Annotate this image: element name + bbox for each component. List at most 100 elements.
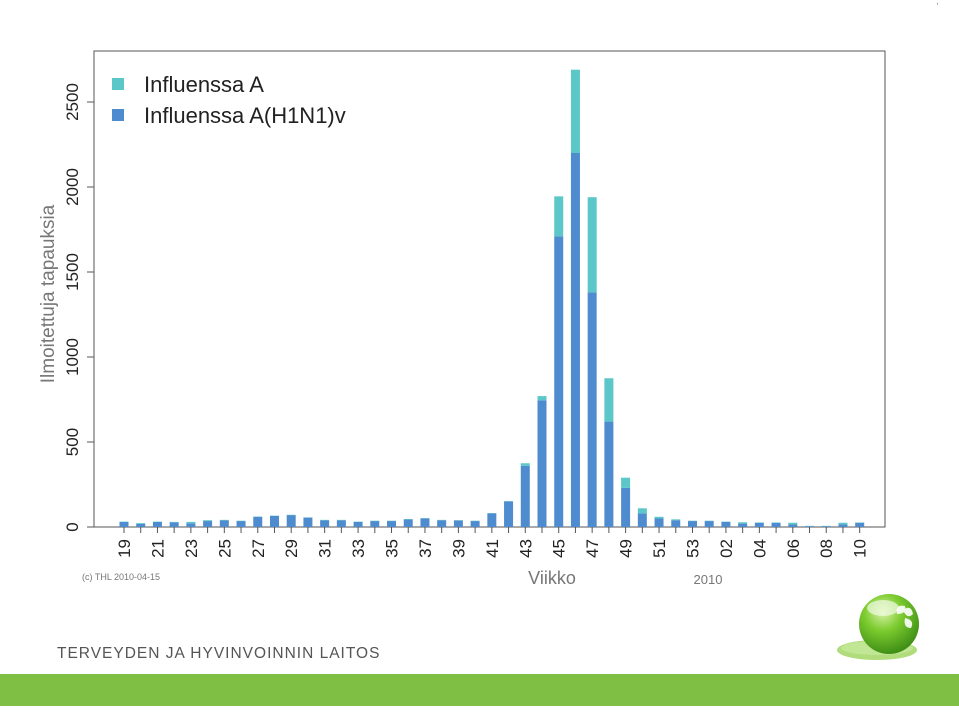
bar-week-41-h1n1 [487, 513, 497, 527]
x-tick-label-25: 25 [215, 539, 234, 558]
bar-week-19-h1n1 [119, 521, 129, 527]
bar-week-04-h1n1 [754, 522, 764, 527]
bar-week-50-influenza-a [637, 508, 647, 514]
x-axis-label: Viikko [528, 568, 576, 588]
x-axis: 19 21 23 25 27 29 31 33 35 37 39 41 43 45 47 49 51 53 02 04… [115, 527, 870, 558]
bar-week-03-h1n1 [738, 523, 748, 527]
copyright-note: (c) THL 2010-04-15 [82, 572, 160, 582]
bar-week-48-influenza-a [604, 378, 614, 422]
bar-week-21-h1n1 [152, 521, 162, 527]
bar-week-36-h1n1 [403, 519, 413, 527]
bar-week-37-h1n1 [420, 518, 430, 527]
bar-week-24-influenza-a [203, 520, 213, 522]
bar-week-40-h1n1 [470, 521, 480, 527]
bar-week-02-h1n1 [721, 521, 731, 527]
x-tick-label-33: 33 [349, 539, 368, 558]
bar-week-20-influenza-a [136, 523, 146, 524]
bar-week-46-influenza-a [570, 69, 580, 153]
bar-week-09-influenza-a [838, 522, 848, 525]
y-tick-label-1000: 1000 [63, 338, 82, 376]
bar-week-44-h1n1 [537, 400, 547, 527]
x-tick-label-08: 08 [817, 539, 836, 558]
bar-week-23-h1n1 [186, 523, 196, 527]
x-tick-label-49: 49 [617, 539, 636, 558]
x-tick-label-39: 39 [449, 539, 468, 558]
legend: Influenssa A Influenssa A(H1N1)v [112, 72, 346, 128]
x-tick-label-53: 53 [683, 539, 702, 558]
bar-week-47-influenza-a [587, 197, 597, 293]
bar-week-35-h1n1 [387, 521, 397, 527]
thl-logo-icon [837, 594, 919, 660]
x-tick-label-31: 31 [316, 539, 335, 558]
y-tick-label-500: 500 [63, 428, 82, 456]
bar-week-08-h1n1 [821, 526, 831, 527]
organization-name: TERVEYDEN JA HYVINVOINNIN LAITOS [57, 645, 381, 662]
legend-label-h1n1: Influenssa A(H1N1)v [144, 103, 346, 128]
y-tick-label-1500: 1500 [63, 253, 82, 291]
footer-band [0, 674, 959, 706]
y-axis: 0 500 1000 1500 2000 2500 [63, 83, 95, 532]
x-tick-label-51: 51 [650, 539, 669, 558]
bar-week-20-h1n1 [136, 523, 146, 527]
bar-week-52-h1n1 [671, 520, 681, 527]
bar-week-34-h1n1 [370, 521, 380, 527]
x-tick-label-29: 29 [282, 539, 301, 558]
bar-week-47-h1n1 [587, 292, 597, 527]
x-tick-label-06: 06 [784, 539, 803, 558]
bar-week-25-h1n1 [219, 520, 229, 527]
bar-week-01-h1n1 [704, 521, 714, 527]
bar-week-49-h1n1 [621, 487, 631, 527]
bar-week-32-h1n1 [336, 520, 346, 527]
y-tick-label-2000: 2000 [63, 168, 82, 206]
bar-week-50-h1n1 [637, 513, 647, 527]
legend-label-influenza-a: Influenssa A [144, 72, 264, 97]
bar-week-52-influenza-a [671, 519, 681, 521]
bar-week-06-influenza-a [788, 522, 798, 525]
x-tick-label-10: 10 [851, 539, 870, 558]
x-axis-year-label: 2010 [694, 572, 723, 587]
bar-week-51-h1n1 [654, 518, 664, 527]
corner-mark: , [936, 0, 939, 7]
x-tick-label-04: 04 [750, 539, 769, 558]
x-tick-label-45: 45 [550, 539, 569, 558]
bar-week-05-h1n1 [771, 522, 781, 527]
y-tick-label-2500: 2500 [63, 83, 82, 121]
bar-week-31-h1n1 [320, 520, 330, 527]
bar-week-33-h1n1 [353, 521, 363, 527]
bar-week-27-h1n1 [253, 516, 263, 527]
x-tick-label-43: 43 [516, 539, 535, 558]
bar-week-38-h1n1 [437, 520, 447, 527]
bar-week-26-h1n1 [236, 521, 246, 527]
bar-week-45-influenza-a [554, 196, 564, 237]
legend-swatch-h1n1 [112, 109, 124, 121]
bar-week-07-h1n1 [805, 526, 815, 527]
bar-week-39-h1n1 [453, 520, 463, 527]
bar-week-10-h1n1 [855, 522, 865, 527]
bar-week-53-h1n1 [687, 521, 697, 527]
bar-week-44-influenza-a [537, 396, 547, 401]
bar-week-29-h1n1 [286, 515, 296, 527]
bar-week-48-h1n1 [604, 421, 614, 527]
bar-week-51-influenza-a [654, 516, 664, 519]
bars-group [119, 69, 865, 528]
bar-week-30-h1n1 [303, 517, 313, 527]
x-tick-label-02: 02 [717, 539, 736, 558]
bar-week-24-h1n1 [203, 521, 213, 527]
legend-swatch-influenza-a [112, 78, 124, 90]
x-tick-label-27: 27 [249, 539, 268, 558]
x-tick-label-21: 21 [148, 539, 167, 558]
bar-week-06-h1n1 [788, 524, 798, 527]
y-tick-label-0: 0 [63, 522, 82, 531]
x-tick-label-37: 37 [416, 539, 435, 558]
x-tick-label-19: 19 [115, 539, 134, 558]
bar-week-43-h1n1 [520, 465, 530, 527]
x-tick-label-41: 41 [483, 539, 502, 558]
bar-week-43-influenza-a [520, 463, 530, 466]
bar-week-46-h1n1 [570, 153, 580, 527]
bar-week-03-influenza-a [738, 522, 748, 524]
bar-week-28-h1n1 [269, 515, 279, 527]
bar-week-23-influenza-a [186, 521, 196, 524]
bar-week-49-influenza-a [621, 477, 631, 488]
x-tick-label-47: 47 [583, 539, 602, 558]
